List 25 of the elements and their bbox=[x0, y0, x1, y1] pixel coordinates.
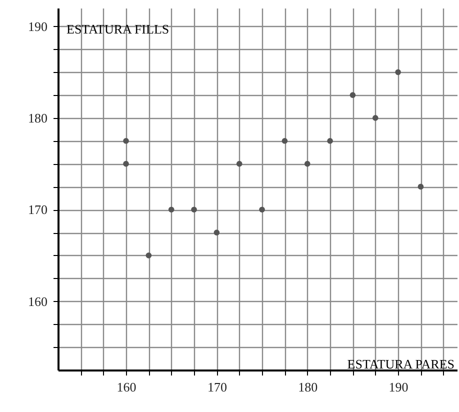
point bbox=[123, 160, 129, 167]
y-tick-label: 180 bbox=[28, 110, 48, 126]
point bbox=[236, 160, 242, 167]
point bbox=[395, 69, 401, 76]
point bbox=[214, 230, 220, 236]
point bbox=[123, 138, 129, 144]
x-tick-label: 160 bbox=[116, 380, 136, 394]
point bbox=[168, 206, 174, 213]
y-tick-label: 170 bbox=[28, 202, 48, 218]
x-axis-title: ESTATURA PARES bbox=[347, 356, 454, 372]
point bbox=[146, 252, 152, 258]
point bbox=[418, 184, 424, 190]
point bbox=[282, 138, 288, 144]
x-tick-label: 170 bbox=[207, 380, 227, 394]
y-tick-label: 160 bbox=[28, 294, 48, 309]
x-tick-label: 180 bbox=[298, 380, 318, 394]
point bbox=[327, 138, 333, 144]
point bbox=[372, 115, 378, 121]
x-tick-label: 190 bbox=[388, 380, 408, 394]
point bbox=[259, 206, 265, 213]
point bbox=[304, 160, 310, 167]
point bbox=[191, 206, 197, 213]
point bbox=[350, 92, 356, 98]
y-tick-label: 190 bbox=[28, 18, 48, 34]
y-axis-title: ESTATURA FILLS bbox=[66, 22, 170, 36]
